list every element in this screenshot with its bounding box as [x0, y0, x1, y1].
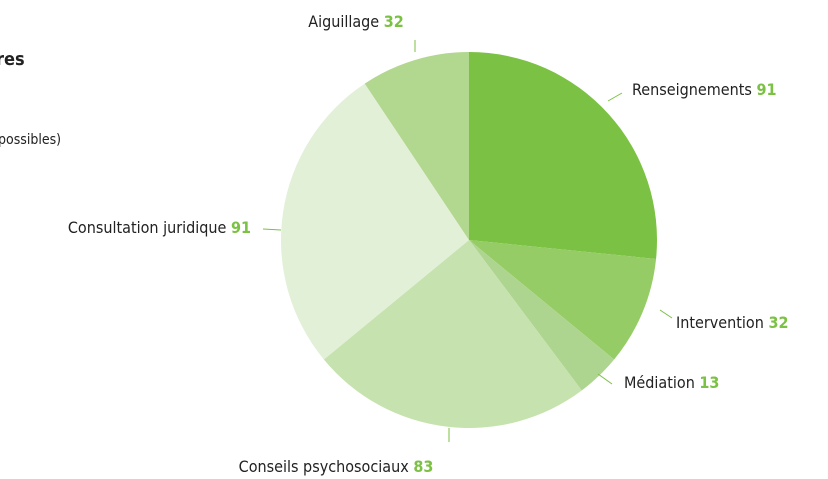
category-label: Consultation juridique: [68, 218, 227, 237]
slice-label: Aiguillage 32: [308, 12, 404, 31]
leader-line: [262, 228, 282, 231]
value-label: 91: [231, 218, 251, 237]
slice-label: Intervention 32: [676, 313, 788, 332]
slice-label: Renseignements 91: [632, 80, 777, 99]
slice-label: Médiation 13: [624, 373, 719, 392]
category-label: Renseignements: [632, 80, 752, 99]
pie-slice: [469, 240, 615, 391]
leader-line: [597, 373, 613, 385]
pie-slice: [323, 240, 582, 428]
category-label: Intervention: [676, 313, 764, 332]
pie-slice: [469, 240, 657, 360]
slice-label: Conseils psychosociaux 83: [239, 457, 434, 476]
value-label: 32: [768, 313, 788, 332]
leader-line: [607, 92, 623, 102]
category-label: Médiation: [624, 373, 695, 392]
category-label: Conseils psychosociaux: [239, 457, 410, 476]
chart-subtitle: possibles): [0, 132, 61, 148]
chart-title: res: [0, 49, 25, 70]
pie-slice: [469, 52, 657, 259]
leader-line: [659, 309, 673, 319]
slice-label: Consultation juridique 91: [68, 218, 251, 237]
value-label: 83: [413, 457, 433, 476]
pie-slice: [364, 52, 469, 240]
pie-slice: [281, 83, 469, 360]
value-label: 32: [384, 12, 404, 31]
value-label: 13: [699, 373, 719, 392]
category-label: Aiguillage: [308, 12, 379, 31]
value-label: 91: [756, 80, 776, 99]
